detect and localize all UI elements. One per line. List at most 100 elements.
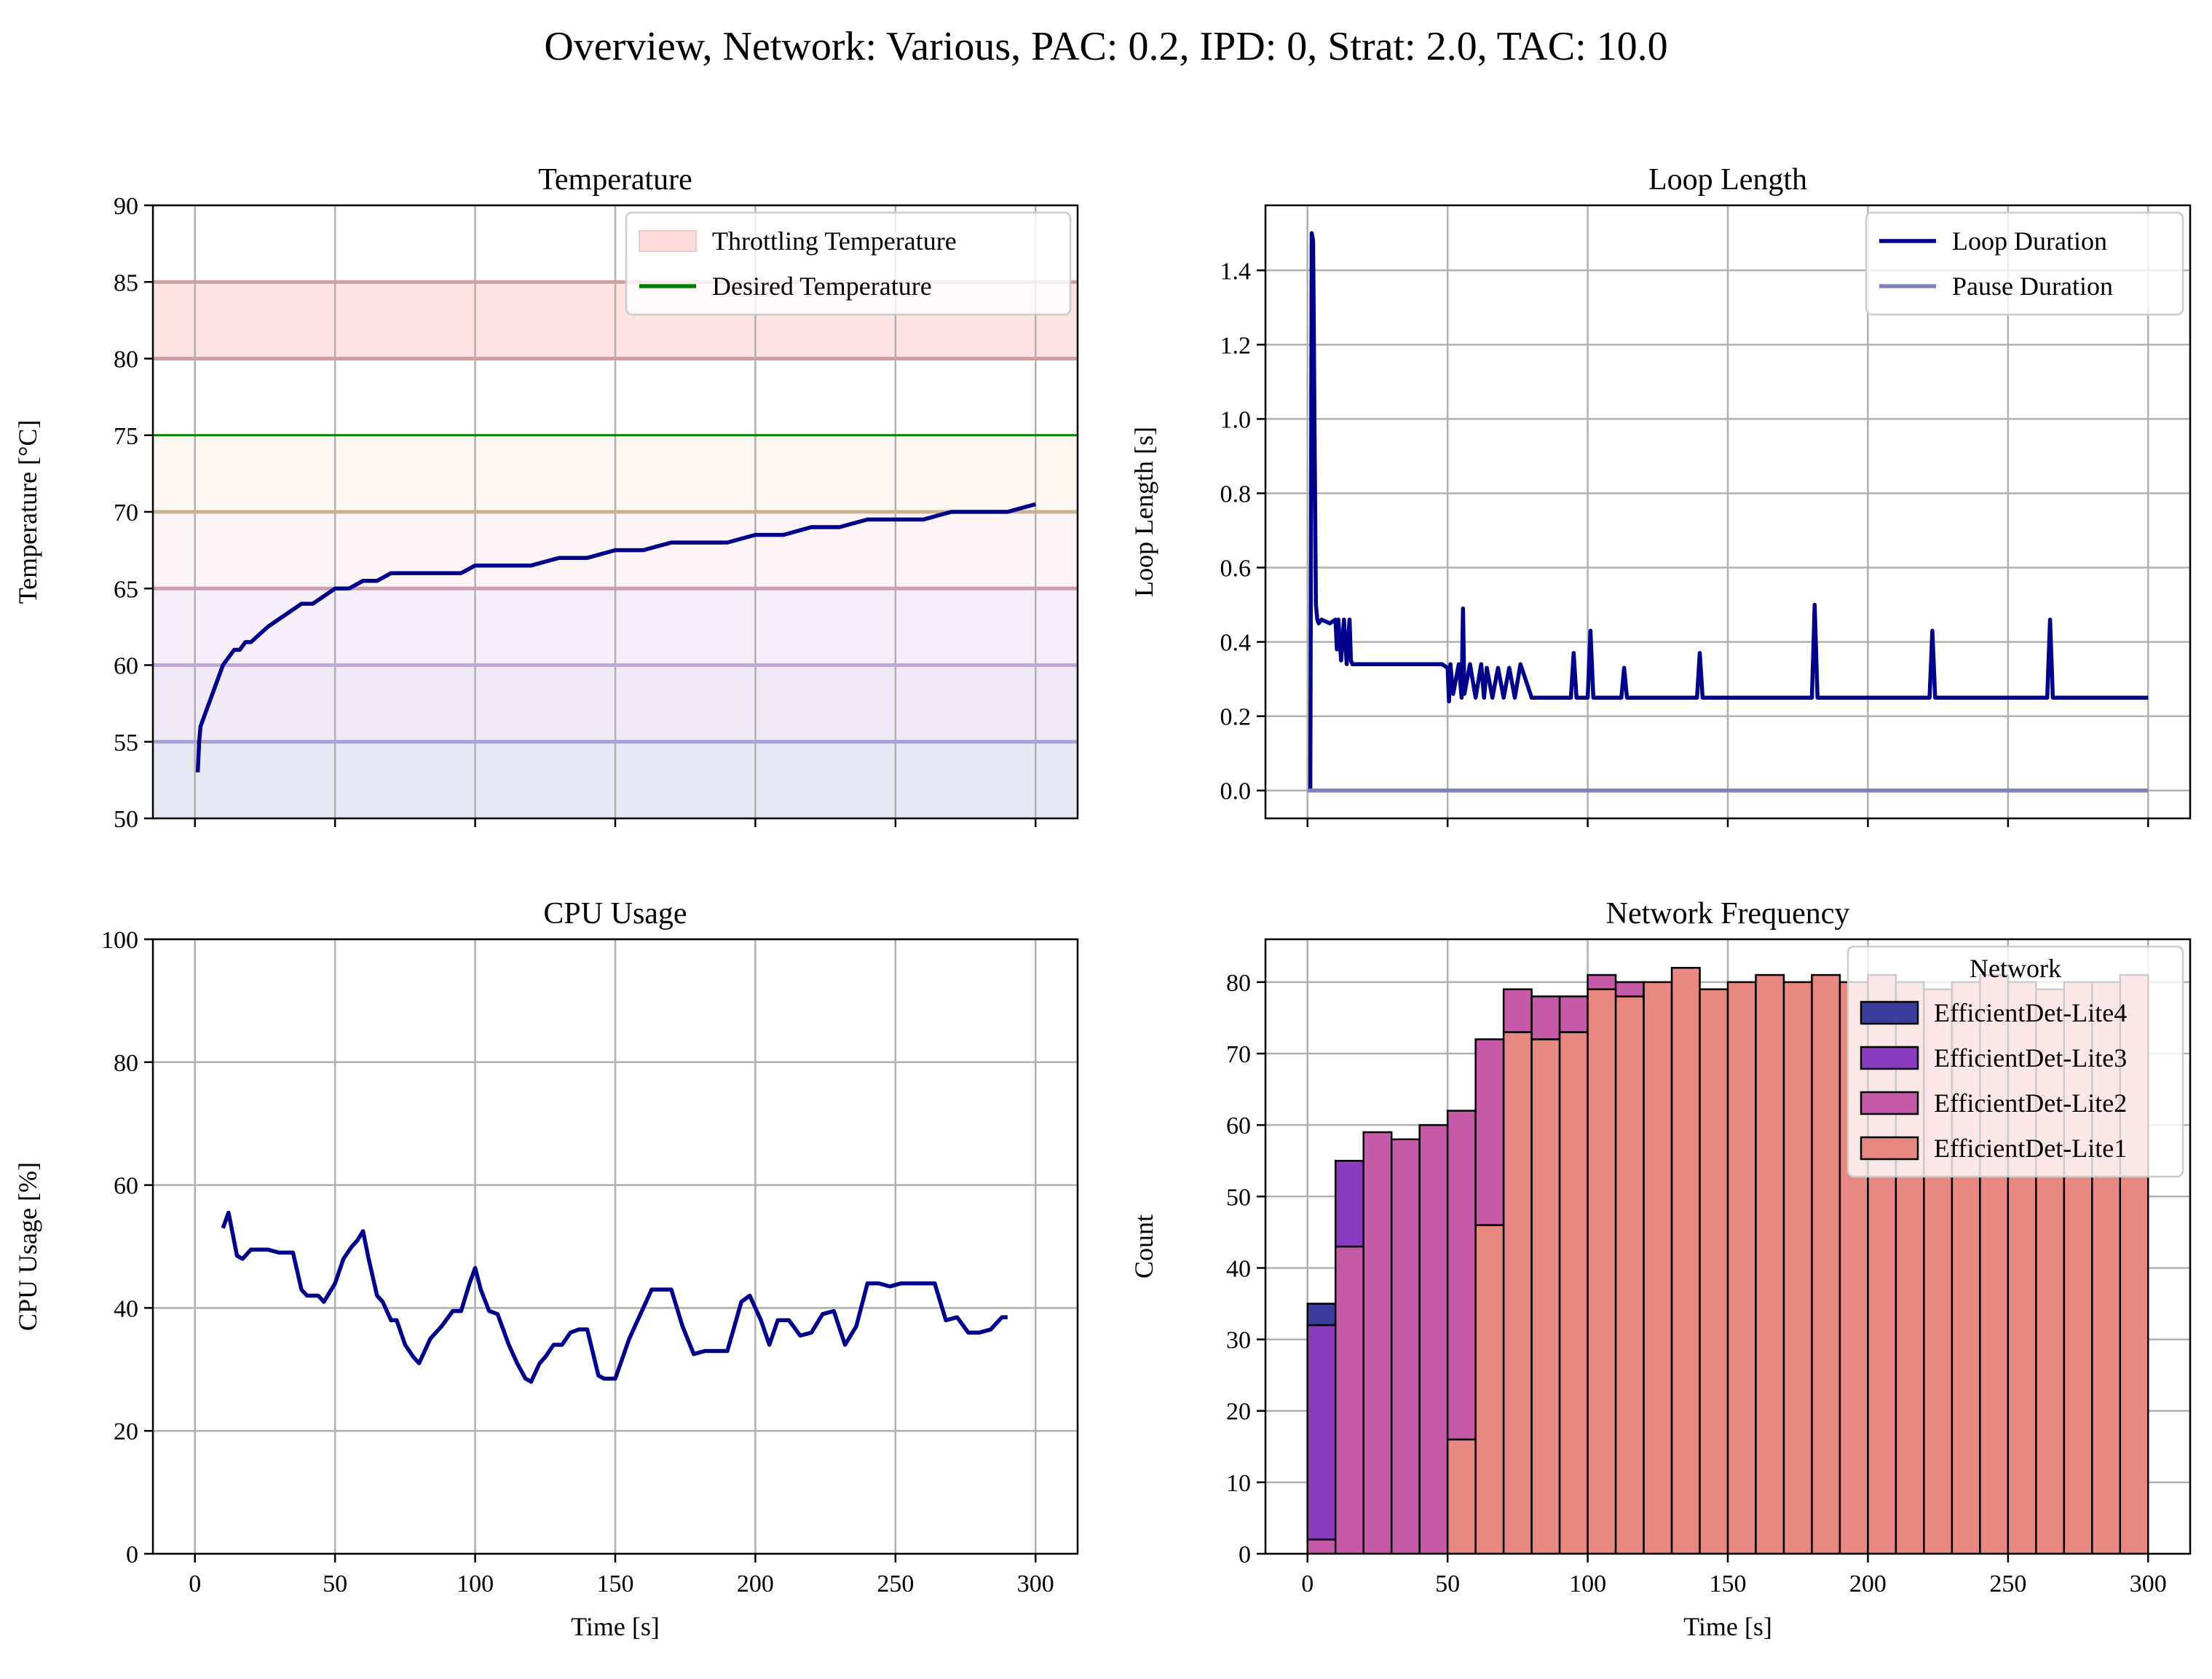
network-frequency-xtick-label-4: 200 xyxy=(1849,1571,1887,1597)
legend-label-pause-duration: Pause Duration xyxy=(1952,272,2113,301)
temperature-ylabel: Temperature [°C] xyxy=(13,420,42,604)
cpu-usage-ytick-label-4: 80 xyxy=(114,1050,138,1077)
bar-efficientdet-lite2-40 xyxy=(1418,1123,1449,1554)
network-frequency-ytick-label-0: 0 xyxy=(1239,1541,1251,1568)
bar-efficientdet-lite1-120 xyxy=(1643,981,1673,1554)
legend-swatch-throttling-temperature xyxy=(639,230,697,252)
cpu-usage-ytick-label-2: 40 xyxy=(114,1295,138,1322)
bar-efficientdet-lite2-20 xyxy=(1362,1131,1393,1554)
cpu-usage-xtick-label-3: 150 xyxy=(597,1571,634,1597)
cpu-usage-ylabel: CPU Usage [%] xyxy=(13,1162,42,1331)
temperature-ytick-label-5: 75 xyxy=(114,423,138,450)
temperature-ytick-label-0: 50 xyxy=(114,806,138,833)
bar-efficientdet-lite2-80 xyxy=(1530,995,1561,1040)
bar-efficientdet-lite2-10 xyxy=(1334,1245,1364,1554)
cpu-usage-xtick-label-4: 200 xyxy=(737,1571,774,1597)
bar-efficientdet-lite1-70 xyxy=(1502,1031,1533,1554)
loop-length-ytick-label-5: 1.0 xyxy=(1220,406,1252,433)
loop-length-ytick-label-4: 0.8 xyxy=(1220,481,1252,507)
cpu-usage-ytick-label-5: 100 xyxy=(101,927,138,954)
bar-efficientdet-lite1-80 xyxy=(1530,1038,1561,1554)
cpu-usage-xtick-label-0: 0 xyxy=(189,1571,201,1597)
legend-label-efficientdet-lite2: EfficientDet-Lite2 xyxy=(1934,1089,2127,1118)
loop-length-panel: 0.0 0.2 0.4 0.6 0.8 1.0 1.2 1.4 Loop Length Loop … xyxy=(1129,163,2192,827)
bar-efficientdet-lite1-180 xyxy=(1811,973,1841,1554)
cpu-usage-xlabel: Time [s] xyxy=(571,1612,660,1641)
loop-length-ylabel: Loop Length [s] xyxy=(1129,427,1158,597)
bar-efficientdet-lite2-110 xyxy=(1614,981,1645,997)
network-frequency-ytick-label-7: 70 xyxy=(1226,1041,1251,1068)
legend-swatch-efficientdet-lite2 xyxy=(1860,1091,1919,1115)
loop-length-ytick-label-3: 0.6 xyxy=(1220,556,1252,582)
loop-length-legend-box xyxy=(1865,211,2184,316)
network-frequency-xtick-label-5: 250 xyxy=(1989,1571,2026,1597)
network-frequency-ytick-label-6: 60 xyxy=(1226,1113,1251,1139)
temperature-ytick-label-6: 80 xyxy=(114,347,138,374)
bar-efficientdet-lite2-50 xyxy=(1446,1110,1477,1441)
bar-efficientdet-lite2-70 xyxy=(1502,988,1533,1033)
bar-efficientdet-lite1-100 xyxy=(1587,988,1617,1554)
network-frequency-ylabel: Count xyxy=(1129,1214,1158,1279)
loop-length-ytick-label-2: 0.4 xyxy=(1220,630,1252,657)
bar-efficientdet-lite1-160 xyxy=(1755,973,1785,1554)
loop-length-ytick-label-7: 1.4 xyxy=(1220,258,1252,285)
temperature-panel: 50 55 60 65 70 75 80 85 90 Temperature Temperature… xyxy=(13,163,1079,833)
bar-efficientdet-lite1-150 xyxy=(1726,981,1757,1554)
network-frequency-xtick-label-0: 0 xyxy=(1301,1571,1314,1597)
temperature-title: Temperature xyxy=(538,163,692,197)
loop-length-title: Loop Length xyxy=(1648,163,1807,197)
temperature-series-0 xyxy=(195,502,1037,773)
network-frequency-ytick-label-4: 40 xyxy=(1226,1255,1251,1282)
bar-efficientdet-lite2-30 xyxy=(1390,1138,1421,1554)
cpu-usage-xtick-label-1: 50 xyxy=(323,1571,347,1597)
bar-efficientdet-lite1-170 xyxy=(1782,981,1813,1554)
legend-swatch-efficientdet-lite3 xyxy=(1860,1046,1919,1070)
bar-efficientdet-lite2-0 xyxy=(1306,1538,1337,1554)
cpu-usage-ytick-label-1: 20 xyxy=(114,1418,138,1445)
temperature-ytick-label-8: 90 xyxy=(114,193,138,220)
network-frequency-xtick-label-1: 50 xyxy=(1435,1571,1460,1597)
legend-label-efficientdet-lite3: EfficientDet-Lite3 xyxy=(1934,1043,2127,1072)
cpu-usage-panel: 0 50 100 150 200 250 300 0 20 40 60 80 100 CPU Usage C… xyxy=(13,897,1079,1641)
legend-label-efficientdet-lite4: EfficientDet-Lite4 xyxy=(1934,998,2127,1027)
legend-swatch-efficientdet-lite1 xyxy=(1860,1136,1919,1161)
network-frequency-ytick-label-2: 20 xyxy=(1226,1399,1251,1426)
loop-length-ytick-label-0: 0.0 xyxy=(1220,778,1252,805)
network-frequency-xtick-label-6: 300 xyxy=(2130,1571,2167,1597)
bar-efficientdet-lite1-140 xyxy=(1699,988,1729,1554)
temperature-legend: Throttling Temperature Desired Temperatur… xyxy=(625,211,1072,316)
bar-efficientdet-lite1-110 xyxy=(1614,995,1645,1554)
temperature-ytick-label-7: 85 xyxy=(114,269,138,296)
loop-length-legend: Loop Duration Pause Duration xyxy=(1865,211,2184,316)
temperature-ytick-label-2: 60 xyxy=(114,653,138,680)
network-frequency-ytick-label-8: 80 xyxy=(1226,970,1251,997)
legend-label-throttling-temperature: Throttling Temperature xyxy=(712,226,957,256)
network-frequency-xtick-label-2: 100 xyxy=(1569,1571,1606,1597)
cpu-usage-series-0 xyxy=(221,1210,1008,1384)
loop-length-ytick-label-6: 1.2 xyxy=(1220,332,1252,359)
cpu-usage-xtick-label-2: 100 xyxy=(457,1571,494,1597)
bar-efficientdet-lite1-60 xyxy=(1474,1224,1505,1554)
cpu-usage-title: CPU Usage xyxy=(543,897,687,931)
bar-efficientdet-lite3-10 xyxy=(1334,1159,1364,1248)
bar-efficientdet-lite2-90 xyxy=(1558,995,1589,1033)
legend-label-loop-duration: Loop Duration xyxy=(1952,226,2107,256)
bar-efficientdet-lite1-90 xyxy=(1558,1031,1589,1554)
legend-swatch-efficientdet-lite4 xyxy=(1860,1000,1919,1025)
cpu-usage-plot-area xyxy=(153,939,1078,1554)
figure-title: Overview, Network: Various, PAC: 0.2, IP… xyxy=(544,24,1667,69)
temperature-legend-box xyxy=(625,211,1072,316)
bar-efficientdet-lite4-0 xyxy=(1306,1303,1337,1327)
legend-label-efficientdet-lite1: EfficientDet-Lite1 xyxy=(1934,1134,2127,1163)
legend-label-desired-temperature: Desired Temperature xyxy=(712,272,932,301)
network-frequency-xtick-label-3: 150 xyxy=(1710,1571,1747,1597)
cpu-usage-xtick-label-6: 300 xyxy=(1017,1571,1054,1597)
cpu-usage-ytick-label-3: 60 xyxy=(114,1173,138,1200)
network-frequency-xlabel: Time [s] xyxy=(1683,1612,1772,1641)
bar-efficientdet-lite2-60 xyxy=(1474,1038,1505,1226)
loop-length-ytick-label-1: 0.2 xyxy=(1220,704,1252,731)
loop-length-series-0 xyxy=(1308,231,2149,791)
network-frequency-panel: 0 50 100 150 200 250 300 0 10 20 30 40 50 60 70 80 Netwo… xyxy=(1129,897,2192,1641)
cpu-usage-xtick-label-5: 250 xyxy=(877,1571,914,1597)
